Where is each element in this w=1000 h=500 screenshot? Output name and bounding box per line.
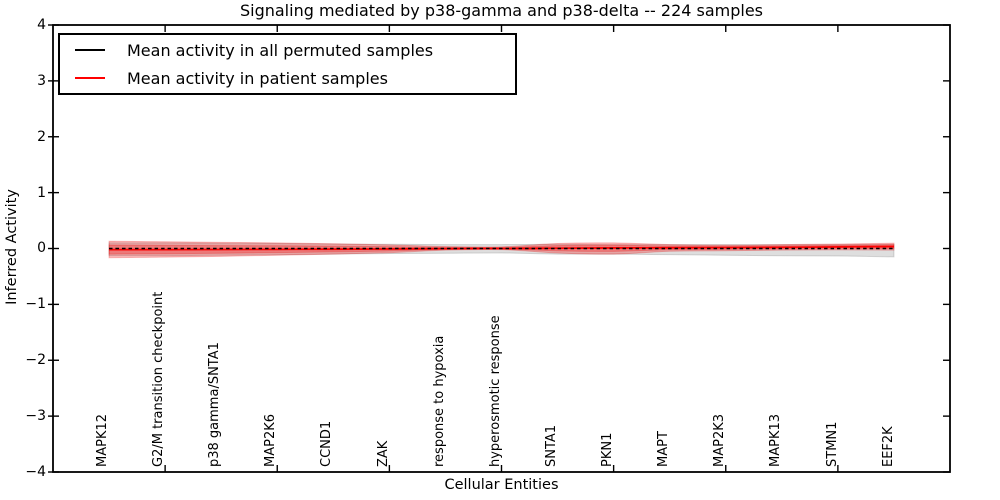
x-category-label: p38 gamma/SNTA1 [207,342,222,467]
legend-line-permuted-sample [75,49,105,51]
y-tick-label: 4 [37,17,46,33]
legend-entry: Mean activity in patient samples [75,67,515,89]
legend-entry-label: Mean activity in all permuted samples [127,40,434,60]
y-tick-label: −4 [25,464,46,480]
y-tick-label: 2 [37,129,46,145]
x-category-label: response to hypoxia [432,335,447,467]
y-tick-label: 3 [37,73,46,89]
legend-entry-label: Mean activity in patient samples [127,68,388,88]
x-category-label: PKN1 [600,432,615,467]
x-category-label: MAPK12 [95,413,110,467]
legend-entry: Mean activity in all permuted samples [75,39,515,61]
x-category-label: CCND1 [319,420,334,467]
y-tick-label: 1 [37,185,46,201]
legend: Mean activity in all permuted samples Me… [58,33,517,95]
x-category-label: MAPK13 [768,413,783,467]
y-tick-label: −3 [25,408,46,424]
y-tick-label: −2 [25,352,46,368]
x-category-label: ZAK [376,440,391,467]
x-category-label: G2/M transition checkpoint [151,291,166,467]
x-category-label: MAP2K6 [263,413,278,467]
x-category-label: MAP2K3 [712,413,727,467]
x-category-label: EEF2K [881,426,896,467]
x-axis-label: Cellular Entities [444,477,559,493]
legend-line-patient-sample [75,77,105,79]
x-category-label: STMN1 [825,421,840,467]
y-tick-label: −1 [25,296,46,312]
chart-title: Signaling mediated by p38-gamma and p38-… [239,1,764,20]
x-category-label: SNTA1 [544,424,559,467]
x-category-label: MAPT [656,431,671,467]
x-category-label: hyperosmotic response [488,315,503,467]
y-tick-label: 0 [37,240,46,256]
